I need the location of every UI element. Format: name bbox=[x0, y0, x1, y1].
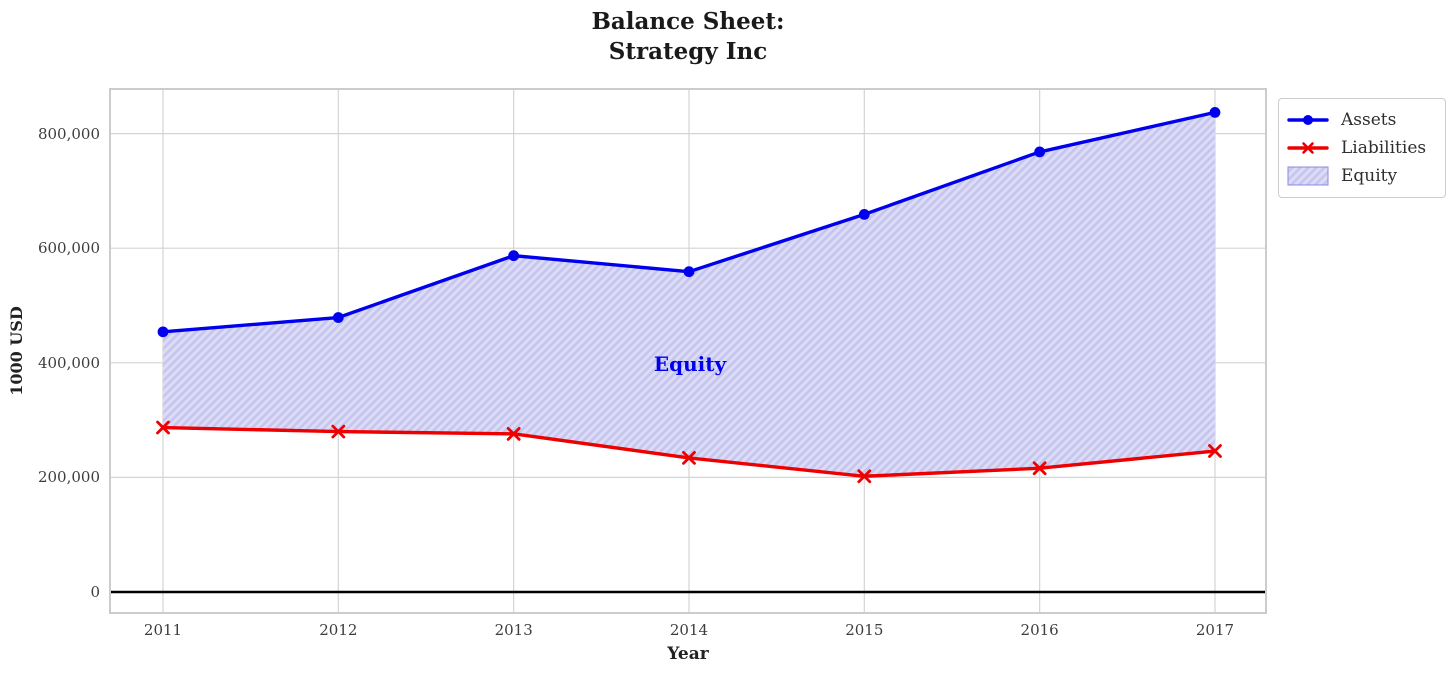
x-tick-label: 2017 bbox=[1195, 621, 1235, 639]
legend-label-liabilities: Liabilities bbox=[1341, 138, 1427, 158]
x-tick-label: 2011 bbox=[143, 621, 183, 639]
x-tick-label: 2015 bbox=[845, 621, 884, 639]
legend-label-equity: Equity bbox=[1341, 166, 1398, 186]
y-tick-label: 0 bbox=[90, 583, 100, 601]
legend: Assets Liabilities Equity bbox=[1278, 98, 1446, 198]
chart-title: Balance Sheet: Strategy Inc bbox=[110, 7, 1266, 67]
y-tick-label: 400,000 bbox=[37, 353, 100, 372]
liabilities-line-icon bbox=[1287, 142, 1329, 154]
chart-title-line-2: Strategy Inc bbox=[608, 38, 768, 65]
x-tick-label: 2016 bbox=[1020, 621, 1059, 639]
x-tick-label: 2012 bbox=[319, 621, 358, 639]
equity-patch-icon bbox=[1287, 166, 1329, 186]
y-axis-label: 1000 USD bbox=[7, 306, 26, 396]
x-tick-label: 2013 bbox=[494, 621, 533, 639]
x-tick-label: 2014 bbox=[669, 621, 709, 639]
y-tick-label: 600,000 bbox=[37, 239, 100, 258]
legend-item-assets: Assets bbox=[1287, 106, 1435, 134]
legend-label-assets: Assets bbox=[1341, 110, 1397, 130]
legend-item-liabilities: Liabilities bbox=[1287, 134, 1435, 162]
equity-area-annotation: Equity bbox=[653, 352, 727, 376]
y-tick-label: 200,000 bbox=[37, 468, 100, 487]
legend-item-equity: Equity bbox=[1287, 162, 1435, 190]
x-axis-label: Year bbox=[667, 644, 709, 664]
y-tick-label: 800,000 bbox=[37, 124, 100, 143]
assets-line-icon bbox=[1287, 115, 1329, 125]
chart-title-line-1: Balance Sheet: bbox=[591, 8, 785, 35]
